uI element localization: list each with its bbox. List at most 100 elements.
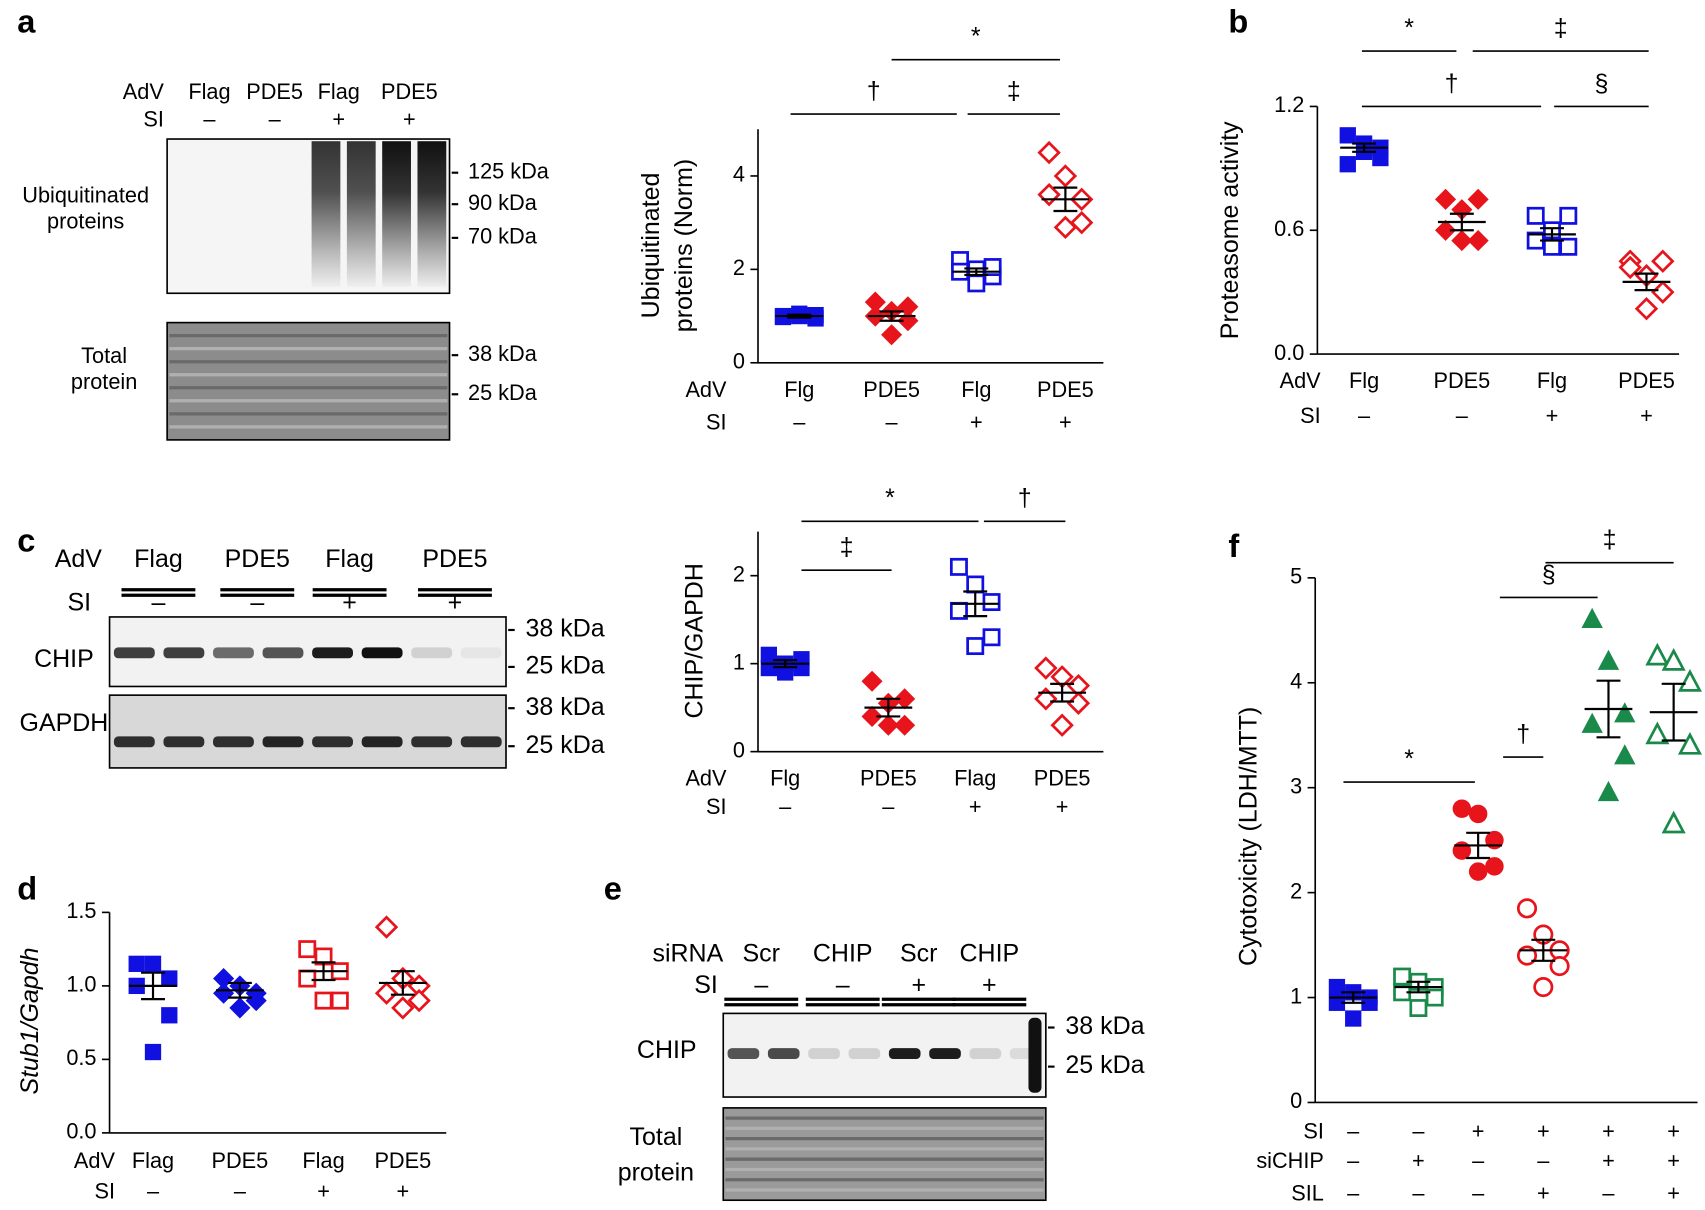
point (1485, 857, 1504, 876)
blot-row-name: AdV (123, 79, 165, 104)
smear (417, 141, 447, 287)
y-tick-label: 1 (733, 649, 745, 674)
error-bar (1053, 186, 1078, 213)
band (460, 647, 502, 659)
smear (346, 141, 376, 287)
point (1661, 810, 1686, 834)
point (1618, 255, 1642, 280)
x-tick-label: + (317, 1178, 330, 1203)
lane-label: – (250, 589, 264, 617)
x-tick-label: PDE5 (1037, 377, 1094, 402)
point (966, 575, 985, 594)
error-bar (787, 313, 812, 319)
significance-symbol: § (1542, 560, 1556, 588)
point (374, 981, 399, 1005)
significance-symbol: ‡ (1603, 526, 1617, 554)
x-row-name: SI (706, 409, 727, 434)
point (1339, 127, 1356, 144)
point (894, 714, 916, 736)
point (877, 714, 899, 736)
lane-label: PDE5 (381, 79, 438, 104)
point (1345, 1010, 1362, 1027)
band (262, 647, 304, 659)
y-axis-label: Stub1/Gapdh (16, 947, 44, 1094)
x-row-name: AdV (74, 1148, 116, 1173)
x-tick-label: PDE5 (860, 766, 917, 791)
panel-label: d (17, 870, 37, 906)
y-tick-label: 0 (733, 737, 745, 762)
y-tick-label: 2 (733, 255, 745, 280)
point (1339, 156, 1356, 173)
x-tick-label: Flg (1349, 368, 1379, 393)
x-tick-label: – (1472, 1181, 1485, 1206)
point (1597, 780, 1620, 802)
x-tick-label: Flg (1537, 368, 1567, 393)
x-tick-label: – (793, 409, 806, 434)
point (861, 670, 883, 692)
point (1425, 988, 1444, 1007)
error-bar (879, 310, 904, 322)
panel-label: b (1228, 4, 1248, 40)
error-bar (1352, 142, 1377, 153)
point (1645, 642, 1670, 666)
error-bar (1341, 991, 1366, 1004)
error-bar (141, 971, 165, 1001)
point (1050, 713, 1074, 737)
x-tick-label: – (1347, 1181, 1360, 1206)
significance-symbol: * (885, 484, 895, 512)
lane-label: Flag (188, 79, 230, 104)
band (312, 736, 353, 748)
y-tick-label: 0.5 (66, 1045, 96, 1070)
x-tick-label: + (1472, 1119, 1485, 1144)
strip-label: Total (81, 343, 127, 368)
band (312, 647, 353, 659)
x-tick-label: – (1456, 403, 1469, 428)
blot-image (108, 694, 507, 769)
significance-symbol: * (971, 23, 981, 51)
lane-label: PDE5 (422, 545, 487, 573)
point (1069, 210, 1094, 235)
size-marker: 25 kDa (526, 731, 605, 759)
x-tick-label: + (1056, 794, 1069, 819)
x-row-name: SI (1303, 1119, 1324, 1144)
band (767, 1048, 800, 1060)
blot-image (722, 1107, 1047, 1202)
x-tick-label: Flg (961, 377, 991, 402)
point (1516, 898, 1538, 919)
y-tick-label: 0 (1290, 1088, 1302, 1113)
smear (382, 141, 411, 287)
strip-label: Ubiquitinated (22, 182, 149, 207)
point (1677, 731, 1702, 755)
x-row-name: SI (706, 794, 727, 819)
point (1634, 296, 1659, 321)
significance-symbol: † (1018, 484, 1032, 512)
x-tick-label: + (1667, 1119, 1680, 1144)
point (1651, 280, 1675, 304)
y-tick-label: 4 (733, 162, 745, 187)
x-tick-label: – (882, 794, 895, 819)
lane-label: Flag (325, 545, 374, 573)
point (1614, 744, 1636, 765)
x-tick-label: – (1602, 1181, 1615, 1206)
lane-label: + (403, 106, 416, 131)
significance-symbol: † (1445, 69, 1459, 97)
band (113, 736, 155, 748)
error-bar (1406, 980, 1431, 994)
point (144, 955, 162, 972)
strip-label: protein (618, 1159, 694, 1187)
size-marker: 38 kDa (1065, 1012, 1144, 1040)
error-bar (963, 590, 988, 618)
x-tick-label: + (1667, 1148, 1680, 1173)
significance-symbol: ‡ (1007, 77, 1021, 105)
band (411, 736, 453, 748)
error-bar (1634, 272, 1659, 292)
lane-label: PDE5 (225, 545, 290, 573)
lane-label: – (836, 971, 850, 999)
point (1533, 977, 1554, 998)
y-tick-label: 2 (733, 561, 745, 586)
x-tick-label: + (396, 1178, 409, 1203)
x-tick-label: – (1472, 1148, 1485, 1173)
point (1372, 149, 1389, 167)
y-axis-label: Proteasome activity (1216, 121, 1244, 339)
